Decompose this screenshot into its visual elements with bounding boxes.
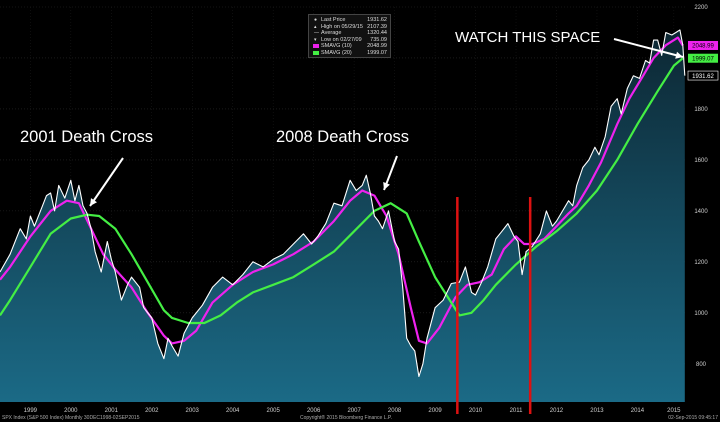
legend-value: 2107.39: [367, 23, 387, 30]
legend-smavg-20: SMAVG (20) 1999.07: [312, 50, 387, 56]
last-value-tag: [688, 53, 718, 63]
legend-swatch-magenta: [313, 44, 319, 48]
y-tick-label: 1400: [694, 209, 708, 215]
chart-footer: SPX Index (S&P 500 Index) Monthly 30DEC1…: [0, 414, 720, 422]
x-tick-label: 2006: [307, 408, 321, 414]
bullet-icon: ●: [314, 17, 318, 23]
smavg-20-line: [0, 57, 684, 325]
footer-source: SPX Index (S&P 500 Index) Monthly 30DEC1…: [2, 415, 140, 421]
y-tick-label: 2200: [694, 5, 708, 11]
x-tick-label: 2001: [105, 408, 119, 414]
bullet-icon: ▴: [314, 23, 317, 30]
x-tick-label: 2012: [550, 408, 564, 414]
smavg-10-line: [0, 36, 684, 345]
legend-label: SMAVG (10): [321, 43, 352, 49]
legend-label: Average: [321, 30, 342, 36]
last-value-label: 1999.07: [692, 56, 714, 62]
last-value-tag: [688, 40, 718, 50]
x-tick-label: 2014: [631, 408, 645, 414]
x-tick-label: 2011: [510, 408, 524, 414]
legend-low: ▾ Low on 02/27/09 735.09: [312, 37, 387, 43]
annotation-label: WATCH THIS SPACE: [455, 29, 600, 46]
x-tick-label: 2010: [469, 408, 483, 414]
last-value-label: 2048.99: [692, 44, 714, 50]
x-tick-label: 2002: [145, 408, 159, 414]
y-tick-label: 1800: [694, 107, 708, 113]
x-tick-label: 2015: [667, 408, 681, 414]
x-tick-label: 2013: [590, 408, 604, 414]
price-line: [0, 29, 686, 378]
legend-label: High on 05/29/15: [321, 23, 363, 30]
arrow-head-icon: [90, 198, 97, 206]
y-tick-label: 1000: [694, 311, 708, 317]
y-tick-label: 1200: [694, 260, 708, 266]
arrow-head-icon: [383, 182, 390, 190]
legend-value: 1999.07: [367, 49, 387, 56]
legend-swatch-green: [313, 50, 319, 55]
arrow-head-icon: [675, 51, 683, 59]
annotation-label: 2008 Death Cross: [276, 128, 409, 146]
last-value-tag: [687, 70, 719, 81]
chart-legend: ● Last Price 1931.62 ▴ High on 05/29/15 …: [308, 14, 391, 58]
legend-value: 2048.99: [367, 43, 387, 49]
bullet-icon: —: [314, 30, 319, 36]
legend-value: 1320.44: [367, 30, 387, 36]
legend-high: ▴ High on 05/29/15 2107.39: [312, 24, 387, 30]
x-tick-label: 2009: [428, 408, 442, 414]
annotation-label: 2001 Death Cross: [20, 128, 153, 146]
price-area: [0, 29, 685, 403]
x-tick-label: 2003: [186, 408, 200, 414]
y-tick-label: 1600: [694, 158, 708, 164]
annotation-arrow: [613, 38, 684, 58]
legend-value: 735.09: [370, 36, 387, 43]
legend-label: SMAVG (20): [321, 49, 352, 56]
legend-label: Last Price: [321, 17, 346, 23]
footer-timestamp: 02-Sep-2015 09:45:17: [668, 415, 718, 421]
last-value-label: 1931.62: [692, 74, 714, 80]
y-tick-label: 800: [696, 362, 707, 368]
legend-last-price: ● Last Price 1931.62: [312, 17, 387, 23]
x-tick-label: 2004: [226, 408, 240, 414]
legend-value: 1931.62: [367, 17, 387, 23]
bullet-icon: ▾: [314, 36, 317, 43]
legend-average: — Average 1320.44: [312, 30, 387, 36]
x-tick-label: 2008: [388, 408, 402, 414]
legend-label: Low on 02/27/09: [321, 36, 362, 43]
annotation-arrow: [89, 157, 124, 207]
x-tick-label: 2000: [64, 408, 78, 414]
footer-copyright: Copyright® 2015 Bloomberg Finance L.P.: [300, 415, 392, 421]
x-tick-label: 2007: [347, 408, 361, 414]
x-tick-label: 1999: [24, 408, 38, 414]
legend-smavg-10: SMAVG (10) 2048.99: [312, 43, 387, 49]
x-tick-label: 2005: [267, 408, 281, 414]
